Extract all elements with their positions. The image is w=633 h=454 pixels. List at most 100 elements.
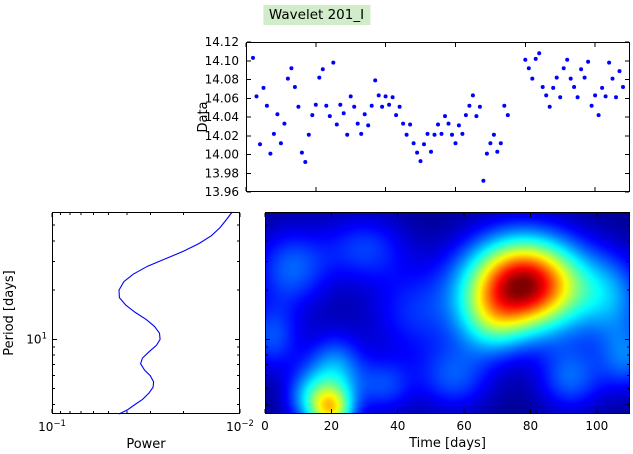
scatter-frame bbox=[246, 42, 630, 192]
data-point bbox=[596, 113, 601, 118]
data-point bbox=[303, 160, 308, 164]
power-axis-label: Power bbox=[126, 437, 166, 452]
data-point bbox=[530, 76, 535, 81]
data-point bbox=[593, 93, 598, 98]
data-point bbox=[589, 103, 594, 108]
heatmap-axes: 0 20 40 60 80 100 Time [days] bbox=[261, 212, 630, 451]
data-ytick-label: 14.02 bbox=[205, 129, 239, 143]
power-curve bbox=[118, 211, 233, 415]
period-axis-label: Period [days] bbox=[2, 270, 17, 356]
data-point bbox=[450, 132, 454, 137]
data-point bbox=[299, 150, 304, 155]
data-point bbox=[547, 104, 552, 109]
data-point bbox=[537, 51, 542, 56]
data-point bbox=[533, 56, 538, 61]
data-point bbox=[436, 122, 440, 127]
data-point bbox=[572, 85, 577, 89]
data-point bbox=[264, 103, 269, 108]
data-point bbox=[610, 76, 615, 81]
data-point bbox=[317, 75, 322, 80]
data-point bbox=[422, 142, 426, 147]
data-point bbox=[439, 131, 444, 136]
data-point bbox=[362, 112, 367, 117]
data-point bbox=[568, 76, 573, 81]
data-point bbox=[306, 132, 311, 137]
data-point bbox=[418, 159, 423, 164]
data-point bbox=[292, 85, 297, 89]
data-point bbox=[579, 67, 584, 72]
data-point bbox=[296, 104, 301, 109]
data-point bbox=[258, 142, 262, 147]
data-point bbox=[474, 114, 479, 119]
data-point bbox=[355, 121, 360, 126]
data-point bbox=[495, 149, 500, 154]
heatmap-frame bbox=[265, 212, 630, 414]
data-point bbox=[331, 60, 336, 65]
data-point bbox=[271, 131, 276, 136]
data-point bbox=[540, 85, 545, 89]
figure-title: Wavelet 201_I bbox=[262, 5, 371, 25]
data-point bbox=[352, 104, 357, 109]
data-point bbox=[586, 59, 591, 64]
data-point bbox=[390, 95, 395, 100]
data-point bbox=[348, 94, 353, 99]
data-point bbox=[453, 141, 458, 146]
data-point bbox=[600, 85, 605, 90]
data-ytick-label: 14.06 bbox=[205, 91, 239, 105]
data-point bbox=[373, 78, 378, 83]
data-point bbox=[408, 122, 413, 127]
period-ytick-label: 101 bbox=[26, 331, 47, 346]
data-point bbox=[397, 104, 402, 109]
data-ytick-label: 14.08 bbox=[205, 73, 239, 87]
data-point bbox=[324, 103, 329, 108]
data-point bbox=[488, 141, 493, 146]
data-point bbox=[621, 85, 625, 89]
time-xtick-label: 60 bbox=[456, 419, 471, 433]
data-point bbox=[425, 131, 430, 136]
data-point bbox=[341, 111, 346, 116]
data-point bbox=[575, 95, 580, 100]
data-point bbox=[261, 85, 266, 90]
power-xtick-label: 10−2 bbox=[226, 419, 254, 434]
data-point bbox=[278, 141, 283, 146]
power-frame bbox=[52, 212, 240, 414]
data-ytick-label: 14.10 bbox=[205, 54, 239, 68]
data-point bbox=[554, 75, 559, 80]
time-xtick-label: 80 bbox=[523, 419, 538, 433]
data-point bbox=[467, 103, 472, 108]
data-point bbox=[334, 122, 339, 127]
data-point bbox=[275, 112, 280, 117]
data-point bbox=[523, 57, 528, 62]
data-point bbox=[432, 132, 437, 137]
data-point bbox=[310, 113, 315, 118]
data-point bbox=[359, 131, 364, 136]
time-xtick-label: 20 bbox=[324, 419, 339, 433]
data-point bbox=[313, 102, 318, 107]
data-point bbox=[582, 75, 587, 80]
data-axis-label: Data bbox=[196, 101, 211, 132]
power-spectrum-plot: 10−1 10−2 101 Power Period [days] bbox=[2, 211, 254, 452]
data-point bbox=[411, 141, 416, 146]
data-point bbox=[429, 149, 433, 154]
data-point bbox=[394, 113, 399, 118]
data-point bbox=[607, 60, 612, 65]
data-point bbox=[268, 151, 273, 156]
data-point bbox=[345, 132, 350, 137]
data-point bbox=[338, 102, 343, 107]
data-point bbox=[551, 85, 556, 90]
data-point bbox=[387, 102, 392, 107]
data-point bbox=[484, 151, 489, 156]
data-point bbox=[460, 131, 465, 136]
data-point bbox=[254, 94, 259, 99]
time-xtick-label: 40 bbox=[390, 419, 405, 433]
data-point bbox=[380, 104, 385, 109]
data-point bbox=[617, 69, 622, 74]
data-ytick-label: 13.96 bbox=[205, 185, 239, 199]
data-point bbox=[565, 57, 570, 62]
data-point bbox=[285, 76, 290, 81]
data-point bbox=[443, 114, 447, 119]
data-point bbox=[558, 95, 563, 100]
data-point bbox=[498, 141, 503, 146]
